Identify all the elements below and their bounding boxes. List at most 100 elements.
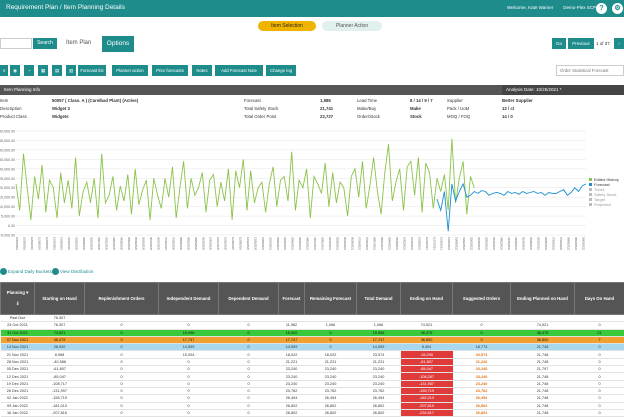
calendar-icon[interactable]: ▦ xyxy=(38,65,48,76)
x-tick-label: 03/05/2022 xyxy=(484,237,488,251)
company-name[interactable]: Demo-Plex SCP xyxy=(563,5,596,10)
x-tick-label: 03/06/2021 xyxy=(291,237,295,251)
tab-planner-action[interactable]: Planner Action xyxy=(322,21,382,31)
x-tick-label: 11/27/2021 xyxy=(432,237,436,250)
table-cell: 15,004 xyxy=(159,351,219,358)
row-date: 16 Jan 2022 xyxy=(1,409,35,416)
y-tick-label: 30,000.00 xyxy=(0,167,15,171)
x-tick-label: 10/19/2019 xyxy=(23,237,27,251)
tab-item-plan[interactable]: Item Plan xyxy=(66,40,91,46)
tab-item-selection[interactable]: Item Selection xyxy=(258,21,316,31)
prior-forecasts-button[interactable]: Prior forecasts xyxy=(152,65,188,76)
table-cell: 0 xyxy=(219,329,279,336)
search-input[interactable] xyxy=(0,38,32,49)
planner-action-button[interactable]: Planner action xyxy=(112,65,148,76)
tab-options[interactable]: Options xyxy=(102,36,134,52)
search-button[interactable]: Search xyxy=(33,38,57,49)
analysis-date[interactable]: Analysis Date: 10/25/2021 * xyxy=(502,85,624,95)
expand-icon[interactable] xyxy=(0,268,7,275)
tss-label: Total Safety Stock xyxy=(244,106,278,111)
row-date: 19 Dec 2021 xyxy=(1,380,35,387)
change-log-button[interactable]: Change log xyxy=(266,65,296,76)
x-tick-label: 02/05/2022 xyxy=(470,237,474,251)
table-cell: 26,802 xyxy=(453,409,511,416)
table-cell: 0 xyxy=(219,351,279,358)
x-tick-label: 09/03/2022 xyxy=(581,237,585,251)
planning-select[interactable]: Planning ▾⇩ xyxy=(1,283,35,315)
table-cell: 23,240 xyxy=(453,380,511,387)
table-cell: 0 xyxy=(85,344,159,351)
row-date: 26 Dec 2021 xyxy=(1,387,35,394)
help-icon[interactable]: ? xyxy=(596,3,607,14)
table-cell: 26,802 xyxy=(279,402,305,409)
forecast-type-select[interactable]: Order Statistical Forecast xyxy=(556,65,624,76)
table-cell: 14,599 xyxy=(279,344,305,351)
table-cell xyxy=(357,315,401,322)
table-cell: 0 xyxy=(575,395,624,402)
info-header-label: Item Planning Info xyxy=(4,87,40,92)
chart-icon[interactable]: ▥ xyxy=(66,65,76,76)
item-label: Item xyxy=(0,98,8,103)
table-cell: -15,295 xyxy=(401,351,453,358)
next-button[interactable]: › xyxy=(614,38,624,49)
go-button[interactable]: Go xyxy=(552,38,566,49)
table-cell: 21,748 xyxy=(511,344,575,351)
table-cell: 0 xyxy=(575,387,624,394)
x-tick-label: 01/09/2021 xyxy=(261,237,265,251)
x-tick-label: 01/23/2021 xyxy=(268,237,272,251)
table-cell: 0 xyxy=(575,409,624,416)
legend-swatch xyxy=(589,193,592,196)
x-tick-label: 10/31/2020 xyxy=(224,237,228,251)
row-date: 28 Nov 2021 xyxy=(1,358,35,365)
table-cell: 0 xyxy=(85,387,159,394)
list-icon[interactable]: ≡ xyxy=(0,65,8,76)
table-cell: 0 xyxy=(305,336,357,343)
y-tick-label: 35,000.00 xyxy=(0,158,15,162)
distribution-icon[interactable] xyxy=(52,268,59,275)
pie-icon[interactable]: ◔ xyxy=(24,65,34,76)
add-forecast-note-button[interactable]: Add Forecast Note xyxy=(215,65,263,76)
y-tick-label: 25,000.00 xyxy=(0,177,15,181)
table-cell: 8,968 xyxy=(35,351,85,358)
row-date: 12 Dec 2021 xyxy=(1,373,35,380)
table-cell: 0 xyxy=(159,373,219,380)
legend-item[interactable]: Projected xyxy=(589,202,619,207)
table-cell: 0 xyxy=(159,395,219,402)
row-date: 21 Nov 2021 xyxy=(1,351,35,358)
x-tick-label: 09/19/2020 xyxy=(201,237,205,251)
x-tick-label: 07/11/2020 xyxy=(164,237,168,250)
x-tick-label: 07/24/2021 xyxy=(365,237,369,251)
expand-daily-buckets-link[interactable]: Expand Daily Buckets xyxy=(8,269,52,274)
view-distribution-link[interactable]: View Distribution xyxy=(60,269,93,274)
previous-button[interactable]: Previous xyxy=(568,38,594,49)
welcome-text: Welcome, Kate Warner xyxy=(507,5,553,10)
table-cell: 18,022 xyxy=(305,351,357,358)
x-tick-label: 02/19/2022 xyxy=(477,237,481,251)
forecast-list-button[interactable]: Forecast list xyxy=(78,65,106,76)
table-cell: -155,719 xyxy=(401,387,453,394)
x-tick-label: 02/20/2021 xyxy=(283,237,287,251)
x-tick-label: 06/25/2022 xyxy=(544,237,548,251)
notes-button[interactable]: Notes xyxy=(192,65,212,76)
eye-icon[interactable]: ◉ xyxy=(10,65,20,76)
y-tick-label: 10,000.00 xyxy=(0,205,15,209)
gear-icon[interactable]: ⚙ xyxy=(612,3,623,14)
grid-icon[interactable]: ▤ xyxy=(52,65,62,76)
x-tick-label: 11/14/2020 xyxy=(231,237,235,250)
x-tick-label: 12/26/2020 xyxy=(253,237,257,251)
